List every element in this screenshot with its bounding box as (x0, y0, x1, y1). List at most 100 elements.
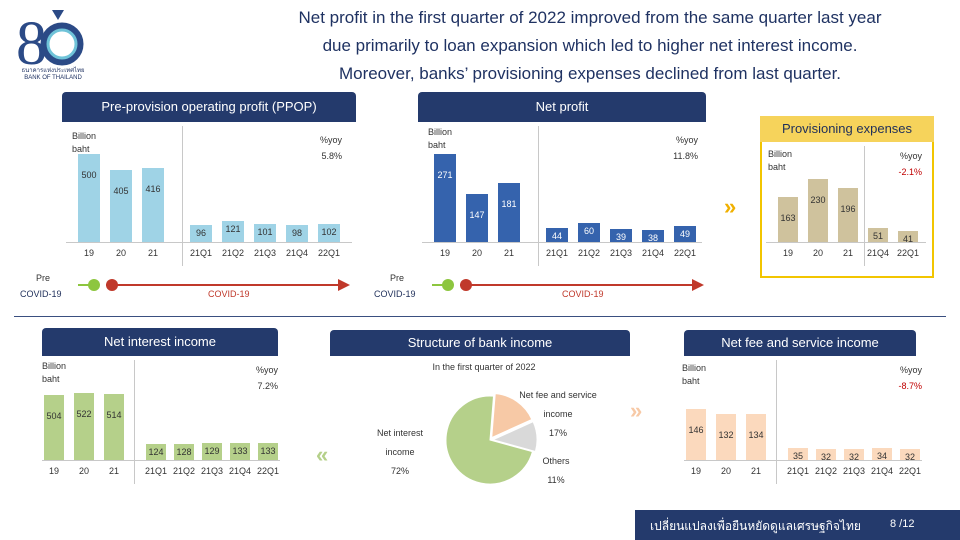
pie-slice (491, 421, 538, 453)
bar: 133 (230, 442, 250, 460)
yoy-block: %yoy 5.8% (282, 132, 342, 164)
bar: 121 (222, 220, 244, 242)
bar-value: 504 (46, 411, 62, 422)
bar: 41 (898, 230, 918, 244)
page-number: 8 /12 (890, 518, 915, 530)
x-tick-label: 21Q1 (189, 248, 213, 258)
bar: 504 (44, 395, 64, 460)
bar-value: 163 (780, 213, 796, 224)
bar: 134 (746, 413, 766, 460)
chart-baseline (766, 242, 926, 243)
bar-value: 101 (257, 227, 273, 238)
x-tick-label: 19 (83, 248, 94, 258)
net-profit-chart: Billion baht %yoy 11.8% 271 19 147 20 181 21 44 21Q… (418, 122, 706, 272)
yoy-label: %yoy (319, 135, 342, 145)
headline-line: Moreover, banks’ provisioning expenses d… (338, 64, 842, 83)
bar-value: 41 (902, 233, 913, 244)
covid-label: COVID-19 (208, 289, 250, 299)
yoy-block: %yoy 11.8% (638, 132, 698, 164)
yoy-block: %yoy -8.7% (862, 362, 922, 394)
x-tick-label: 21Q3 (200, 466, 224, 476)
pre-covid-label-line2: COVID-19 (374, 289, 416, 299)
structure-title: Structure of bank income (330, 330, 630, 356)
chart-divider (182, 126, 183, 266)
bar-value: 38 (647, 232, 658, 243)
bar-value: 522 (76, 409, 92, 420)
logo-caption: ธนาคารแห่งประเทศไทย BANK OF THAILAND (21, 68, 85, 81)
bar-value: 44 (551, 230, 562, 241)
x-tick-label: 21Q4 (870, 466, 894, 476)
bar-value: 102 (321, 226, 337, 237)
bar-value: 121 (225, 223, 241, 234)
bar-value: 271 (437, 170, 453, 180)
x-tick-label: 21Q2 (172, 466, 196, 476)
unit-label: Billion baht (682, 362, 706, 388)
covid-arrowhead (338, 279, 350, 291)
pie-slice-label: Others (542, 456, 570, 466)
bar-value: 147 (469, 210, 485, 221)
x-tick-label: 19 (48, 466, 59, 476)
bar-value: 60 (583, 225, 594, 236)
bar: 271 (434, 154, 456, 242)
bar: 146 (686, 409, 706, 460)
x-tick-label: 21Q1 (144, 466, 168, 476)
x-tick-label: 21 (147, 248, 158, 258)
bar-value: 32 (848, 451, 859, 462)
unit-label-line: Billion (682, 363, 707, 373)
ppop-title: Pre-provision operating profit (PPOP) (62, 92, 356, 122)
x-tick-label: 19 (690, 466, 701, 476)
unit-label-line: baht (768, 162, 786, 172)
bar-value: 51 (872, 230, 883, 241)
fee-title: Net fee and service income (684, 330, 916, 356)
x-tick-label: 21 (750, 466, 761, 476)
chart-baseline (66, 242, 352, 243)
x-tick-label: 20 (78, 466, 89, 476)
bar: 129 (202, 443, 222, 460)
x-tick-label: 21Q2 (221, 248, 245, 258)
x-tick-label: 20 (471, 248, 482, 258)
x-tick-label: 21Q4 (866, 248, 890, 258)
nii-title: Net interest income (42, 328, 278, 356)
yoy-value: -2.1% (898, 167, 922, 177)
chart-divider (864, 146, 865, 266)
yoy-label: %yoy (675, 135, 698, 145)
yoy-value: 7.2% (257, 381, 278, 391)
provisioning-chart: Billion baht %yoy -2.1% 163 19 230 20 196 21 51 21Q… (762, 142, 930, 272)
x-tick-label: 21Q3 (253, 248, 277, 258)
net-profit-title: Net profit (418, 92, 706, 122)
chart-divider (134, 360, 135, 484)
pie-slice-label: Net fee and service (519, 390, 597, 400)
bar: 98 (286, 224, 308, 242)
covid-dot (106, 279, 118, 291)
chart-baseline (684, 460, 922, 461)
chart-divider (538, 126, 539, 266)
bar: 196 (838, 188, 858, 242)
pre-covid-dot (88, 279, 100, 291)
yoy-label: %yoy (255, 365, 278, 375)
bar: 514 (104, 394, 124, 460)
yoy-value: 11.8% (673, 151, 698, 161)
bar: 500 (78, 153, 100, 242)
bar: 102 (318, 223, 340, 242)
x-tick-label: 20 (115, 248, 126, 258)
pre-covid-dot (442, 279, 454, 291)
bar-value: 416 (145, 184, 161, 195)
pie-slice-label: income (543, 409, 572, 419)
x-tick-label: 22Q1 (896, 248, 920, 258)
covid-timeline-left: Pre COVID-19 COVID-19 (18, 272, 358, 306)
bar: 32 (816, 448, 836, 462)
bar-value: 514 (106, 410, 122, 421)
bar: 32 (900, 448, 920, 462)
footer-slogan: เปลี่ยนแปลงเพื่อยืนหยัดดูแลเศรษฐกิจไทย (650, 519, 861, 533)
x-tick-label: 21Q1 (545, 248, 569, 258)
x-tick-label: 21Q3 (842, 466, 866, 476)
yoy-value: -8.7% (898, 381, 922, 391)
nii-chart: Billion baht %yoy 7.2% 504 19 522 20 514 21 124 21Q… (38, 356, 284, 498)
covid-timeline-middle: Pre COVID-19 COVID-19 (372, 272, 712, 306)
x-tick-label: 19 (782, 248, 793, 258)
covid-line (106, 284, 340, 286)
x-tick-label: 19 (439, 248, 450, 258)
headline-line: Net profit in the first quarter of 2022 … (298, 8, 882, 27)
pre-covid-line (432, 284, 450, 286)
bar: 133 (258, 442, 278, 460)
